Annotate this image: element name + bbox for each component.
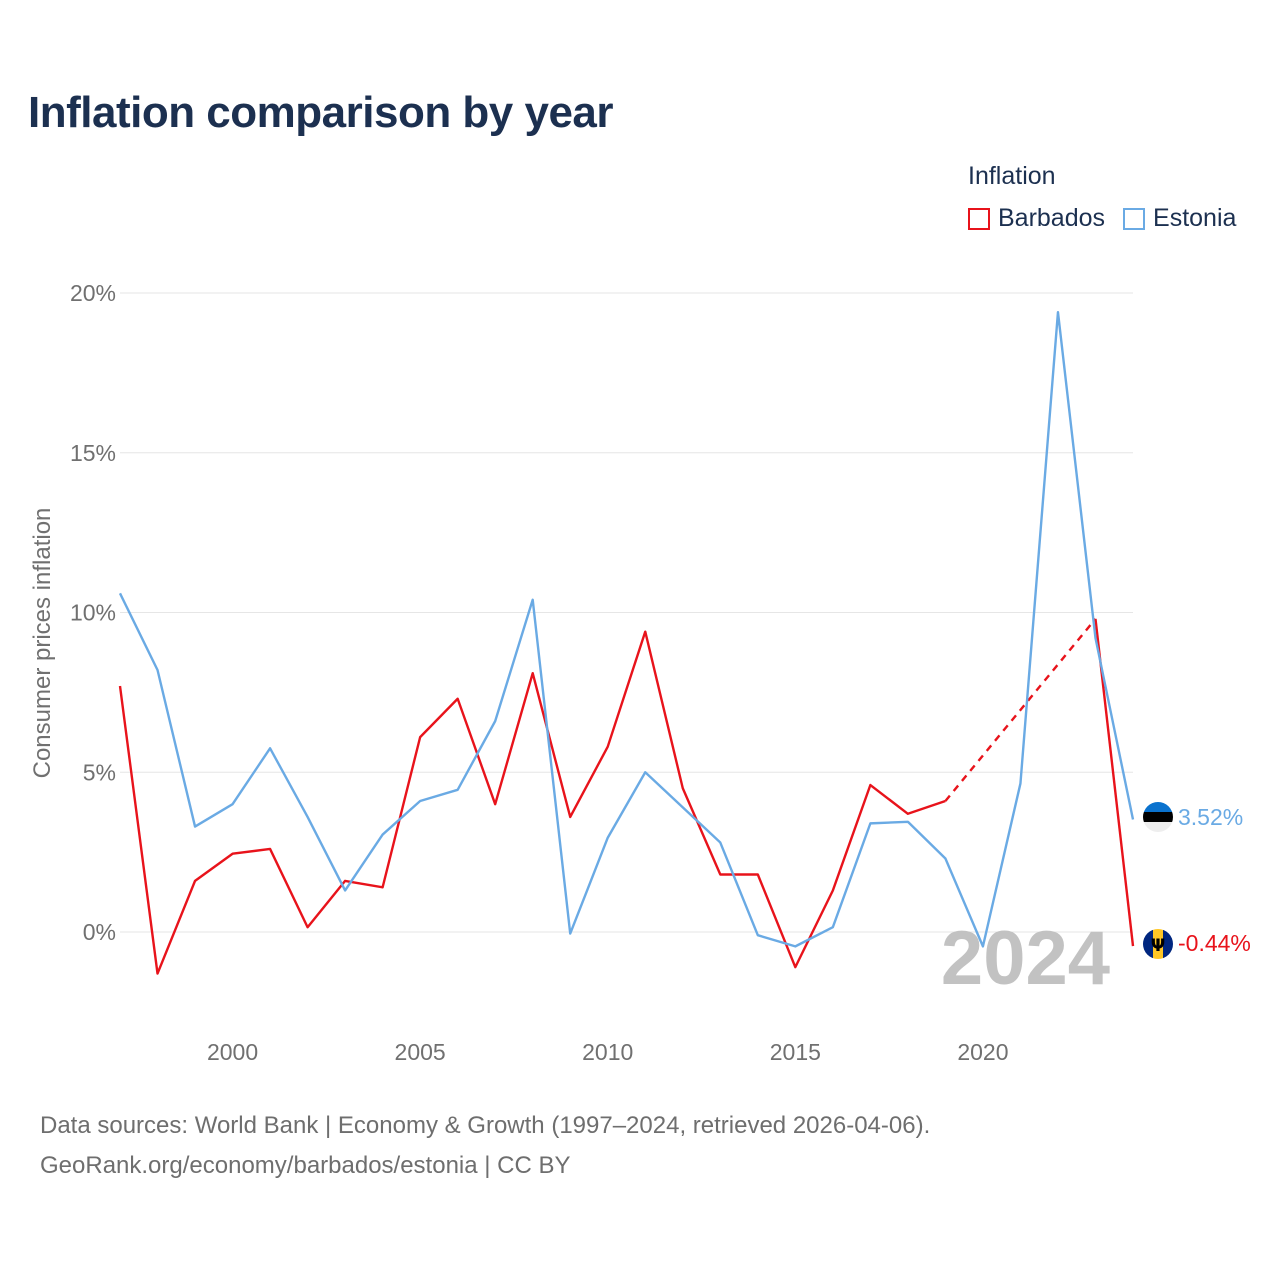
y-tick-label: 15% [70, 440, 116, 466]
legend-item-estonia[interactable]: Estonia [1123, 204, 1236, 233]
legend-label-barbados: Barbados [998, 204, 1106, 232]
legend-title: Inflation [968, 162, 1056, 190]
footer-attribution[interactable]: GeoRank.org/economy/barbados/estonia | C… [40, 1152, 571, 1179]
end-label-estonia: 3.52% [1178, 804, 1243, 830]
y-tick-label: 0% [83, 919, 116, 945]
chart-title: Inflation comparison by year [28, 88, 614, 137]
legend-item-barbados[interactable]: Barbados [968, 204, 1105, 233]
series-gap-barbados [944, 618, 1097, 802]
y-tick-label: 20% [70, 280, 116, 306]
footer: Data sources: World Bank | Economy & Gro… [40, 1106, 930, 1186]
line-chart: 0% 5% 10% 15% 20% 2000 2005 2010 2015 2020 Consu… [29, 280, 1251, 1065]
series-line-estonia[interactable] [118, 310, 1135, 948]
y-tick-label: 10% [70, 600, 116, 626]
barbados-flag-icon: Ψ [1143, 929, 1173, 959]
x-tick-label: 2020 [957, 1039, 1008, 1065]
x-tick-label: 2010 [582, 1039, 633, 1065]
year-watermark: 2024 [941, 916, 1110, 1001]
footer-sources: Data sources: World Bank | Economy & Gro… [40, 1112, 931, 1139]
legend-swatch-barbados [968, 207, 990, 230]
legend: Barbados Estonia [968, 204, 1236, 233]
svg-text:Ψ: Ψ [1151, 936, 1165, 956]
legend-swatch-estonia [1123, 207, 1146, 230]
end-label-barbados: -0.44% [1178, 930, 1251, 956]
legend-label-estonia: Estonia [1153, 204, 1237, 232]
y-axis-title: Consumer prices inflation [29, 508, 56, 779]
estonia-flag-icon [1143, 802, 1173, 832]
x-tick-label: 2015 [770, 1039, 821, 1065]
x-tick-label: 2005 [395, 1039, 446, 1065]
y-tick-label: 5% [83, 759, 116, 785]
series-line-barbados[interactable] [118, 630, 946, 975]
x-tick-label: 2000 [207, 1039, 258, 1065]
